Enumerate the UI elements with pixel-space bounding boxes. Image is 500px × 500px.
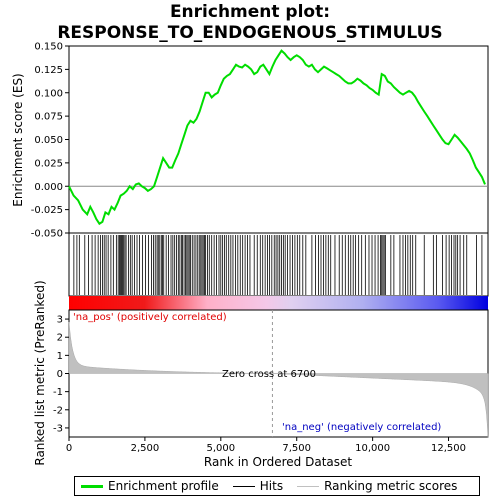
es-tick-label: -0.025 <box>31 205 63 216</box>
metric-tick-label: 2 <box>57 333 63 344</box>
legend-enrichment: Enrichment profile <box>81 479 219 493</box>
legend-hits-label: Hits <box>260 479 283 493</box>
enrichment-profile-line <box>69 51 485 224</box>
enrichment-profile-path <box>69 51 485 224</box>
es-tick-label: 0.025 <box>34 158 63 169</box>
neg-label: 'na_neg' (negatively correlated) <box>282 422 441 433</box>
metric-tick-label: 3 <box>57 315 63 326</box>
metric-axis-label: Ranked list metric (PreRanked) <box>33 280 47 465</box>
es-tick-label: 0.125 <box>34 65 63 76</box>
es-tick-label: -0.050 <box>31 229 63 240</box>
es-tick-label: 0.050 <box>34 135 63 146</box>
pos-label: 'na_pos' (positively correlated) <box>73 312 227 323</box>
metric-tick-label: 1 <box>57 351 63 362</box>
metric-axis-ticks: 3 2 1 0 -1 -2 -3 <box>53 315 69 435</box>
legend: Enrichment profile Hits Ranking metric s… <box>74 476 480 496</box>
zero-cross-label: Zero cross at 6700 <box>222 369 316 380</box>
x-tick-label: 5,000 <box>206 443 235 454</box>
es-tick-label: 0.100 <box>34 88 63 99</box>
legend-ranking: Ranking metric scores <box>297 479 457 493</box>
metric-tick-label: -1 <box>53 387 63 398</box>
x-axis-label: Rank in Ordered Dataset <box>204 455 352 469</box>
x-axis-ticks: 0 2,500 5,000 7,500 10,000 12,500 <box>66 437 466 454</box>
es-panel-frame <box>69 46 488 233</box>
es-tick-label: 0.075 <box>34 112 63 123</box>
legend-enrichment-swatch <box>81 485 103 488</box>
x-tick-label: 10,000 <box>355 443 390 454</box>
es-axis-label: Enrichment score (ES) <box>11 73 25 206</box>
es-axis-ticks: -0.050 -0.025 0.000 0.025 0.050 0.075 0.100 0.1… <box>31 42 69 240</box>
metric-tick-label: 0 <box>57 369 63 380</box>
legend-hits: Hits <box>233 479 283 493</box>
metric-tick-label: -3 <box>53 423 63 434</box>
es-tick-label: 0.000 <box>34 182 63 193</box>
legend-ranking-swatch <box>297 486 319 487</box>
x-tick-label: 0 <box>66 443 72 454</box>
legend-ranking-label: Ranking metric scores <box>324 479 457 493</box>
x-tick-label: 2,500 <box>131 443 160 454</box>
es-tick-label: 0.150 <box>34 42 63 53</box>
metric-tick-label: -2 <box>53 405 63 416</box>
legend-hits-swatch <box>233 486 255 487</box>
x-tick-label: 12,500 <box>431 443 466 454</box>
ranking-color-bar <box>69 296 488 310</box>
x-tick-label: 7,500 <box>282 443 311 454</box>
hit-marks <box>74 235 482 295</box>
legend-enrichment-label: Enrichment profile <box>108 479 219 493</box>
